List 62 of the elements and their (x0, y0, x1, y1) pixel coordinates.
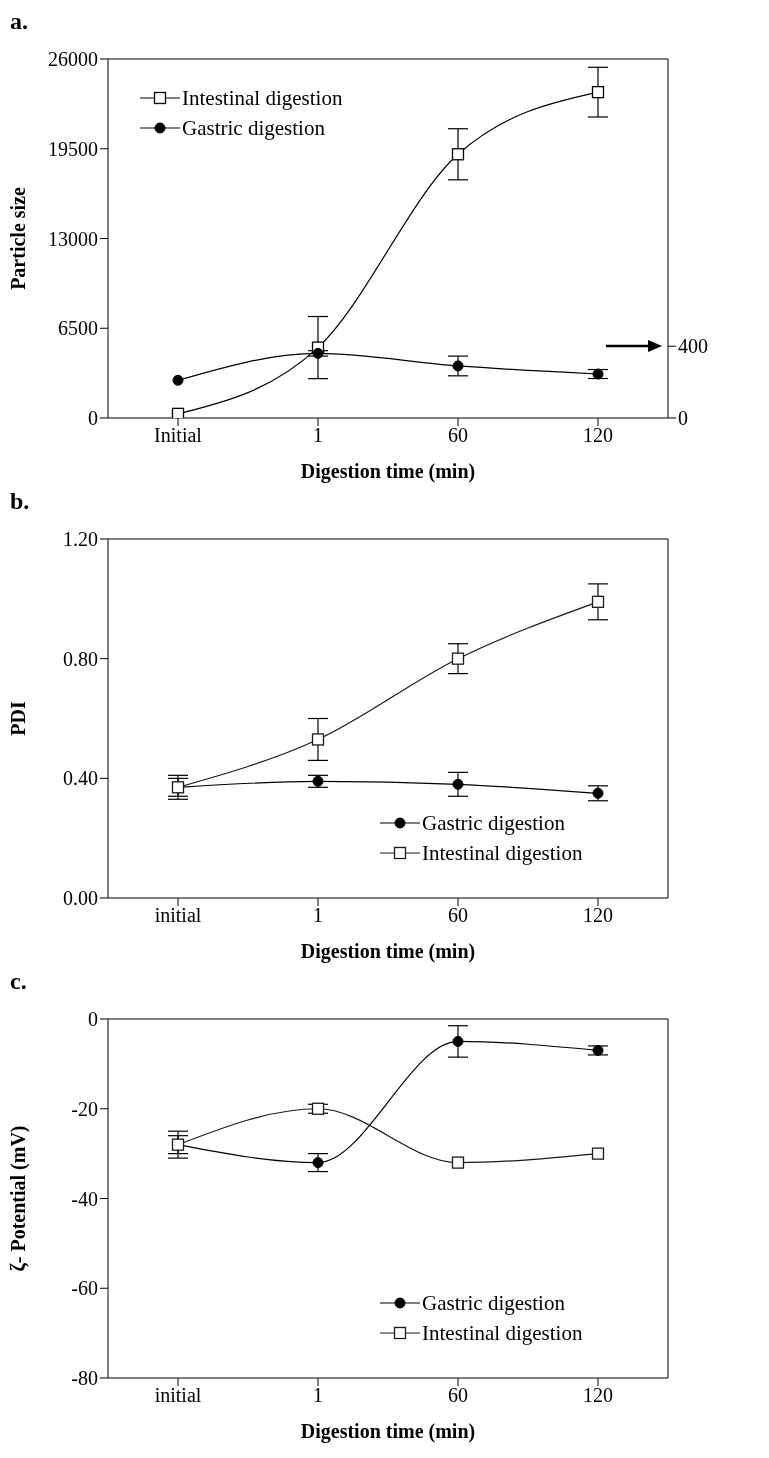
point (592, 1044, 604, 1056)
point (452, 360, 464, 372)
y-axis-title: Particle size (7, 187, 30, 290)
point (591, 595, 605, 608)
legend-label: Intestinal digestion (422, 1320, 583, 1347)
point (451, 1156, 465, 1169)
y-tick-label: 6500 (58, 317, 98, 340)
point (312, 775, 324, 787)
x-tick-label: initial (154, 904, 202, 927)
x-tick-label: 60 (448, 1384, 468, 1407)
point (591, 85, 605, 99)
point (452, 1035, 464, 1047)
legend-label: Intestinal digestion (182, 85, 343, 112)
point (311, 1102, 325, 1115)
legend-label: Gastric digestion (422, 810, 565, 837)
x-tick-label: 60 (448, 424, 468, 447)
x-axis-title: Digestion time (min) (300, 940, 476, 963)
y-tick-label: 0.00 (63, 887, 98, 910)
point (592, 368, 604, 380)
point (451, 652, 465, 665)
y-tick-label: 0 (88, 1008, 98, 1031)
point (311, 733, 325, 746)
y-tick-label: 1.20 (63, 528, 98, 551)
y-tick-label: -40 (71, 1187, 98, 1210)
y-tick-label: -60 (71, 1277, 98, 1300)
legend-label: Gastric digestion (422, 1290, 565, 1317)
point (172, 374, 184, 386)
chart-title: c. (10, 968, 27, 995)
chart-title: b. (10, 488, 30, 515)
y-tick-label: 0.40 (63, 767, 98, 790)
y-tick-label: -80 (71, 1367, 98, 1390)
x-tick-label: 1 (313, 1384, 323, 1407)
x-tick-label: 120 (583, 424, 613, 447)
legend-label: Gastric digestion (182, 115, 325, 142)
y2-tick-label: 0 (678, 407, 688, 430)
y-axis-title: PDI (7, 701, 30, 736)
point (312, 1157, 324, 1169)
x-tick-label: 120 (583, 904, 613, 927)
x-tick-label: 120 (583, 1384, 613, 1407)
point (452, 778, 464, 790)
x-tick-label: 1 (313, 904, 323, 927)
x-axis-title: Digestion time (min) (300, 460, 476, 483)
point (312, 347, 324, 359)
x-tick-label: initial (154, 1384, 202, 1407)
y-tick-label: 0 (88, 407, 98, 430)
y-axis-title: ζ- Potential (mV) (7, 1125, 31, 1272)
y2-tick-label: 400 (678, 335, 708, 358)
y-tick-label: 13000 (48, 227, 98, 250)
x-tick-label: Initial (154, 424, 203, 447)
y-tick-label: 26000 (48, 48, 98, 71)
chart-title: a. (10, 8, 28, 35)
x-tick-label: 1 (313, 424, 323, 447)
x-tick-label: 60 (448, 904, 468, 927)
point (591, 1147, 605, 1160)
y-tick-label: 0.80 (63, 647, 98, 670)
point (592, 787, 604, 799)
point (171, 407, 185, 418)
x-axis-title: Digestion time (min) (300, 1420, 476, 1443)
legend-label: Intestinal digestion (422, 840, 583, 867)
y-tick-label: -20 (71, 1097, 98, 1120)
point (451, 148, 465, 161)
y-tick-label: 19500 (48, 137, 98, 160)
